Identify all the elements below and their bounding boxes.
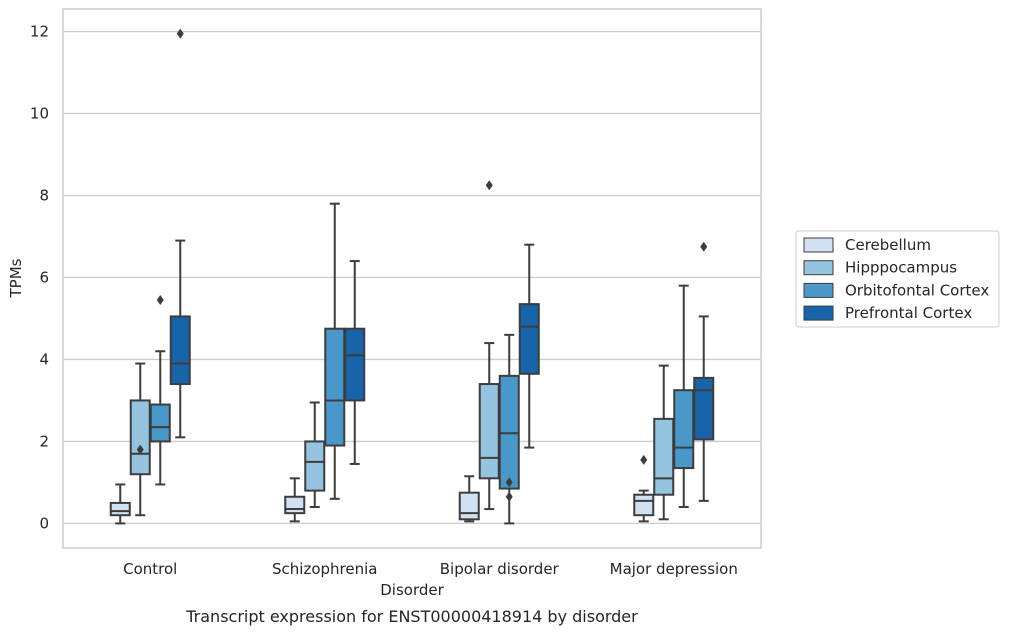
- outlier-point: [485, 180, 493, 191]
- box-body: [284, 495, 306, 515]
- plot-area-frame: [62, 8, 762, 549]
- box-0-1: [284, 477, 306, 523]
- y-tick-label: 8: [39, 186, 49, 204]
- box-body: [653, 417, 675, 496]
- box-0-3: [633, 454, 655, 523]
- y-axis-label: TPMs: [7, 258, 25, 298]
- x-tick-label: Major depression: [610, 560, 738, 578]
- box-1-2: [478, 180, 500, 511]
- box-body: [129, 399, 151, 476]
- box-body: [344, 327, 366, 402]
- y-tick-label: 2: [39, 432, 49, 450]
- outlier-point: [700, 241, 708, 252]
- box-body: [518, 303, 540, 375]
- box-1-0: [129, 362, 151, 517]
- legend-swatch: [803, 237, 834, 253]
- legend-swatch: [803, 305, 834, 321]
- box-3-3: [693, 241, 715, 502]
- box-body: [478, 383, 500, 480]
- legend-label: Hipppocampus: [845, 259, 957, 277]
- box-2-1: [324, 202, 346, 500]
- boxes: [109, 28, 715, 525]
- box-body: [498, 374, 520, 490]
- legend-swatch: [803, 260, 834, 276]
- x-tick-label: Schizophrenia: [272, 560, 377, 578]
- box-body: [458, 491, 480, 521]
- x-tick-label: Bipolar disorder: [440, 560, 560, 578]
- box-body: [109, 501, 131, 517]
- box-body: [304, 440, 326, 492]
- box-body: [324, 327, 346, 447]
- x-tick-label: Control: [123, 560, 177, 578]
- outlier-point: [156, 295, 164, 306]
- box-0-0: [109, 483, 131, 525]
- box-body: [673, 389, 695, 470]
- x-axis-label: Disorder: [380, 581, 444, 599]
- box-body: [169, 315, 191, 386]
- box-body: [633, 493, 655, 517]
- box-3-0: [169, 28, 191, 439]
- box-0-2: [458, 475, 480, 523]
- chart-caption: Transcript expression for ENST0000041891…: [185, 607, 638, 626]
- box-body: [149, 403, 171, 443]
- legend-label: Cerebellum: [845, 236, 931, 254]
- legend-label: Prefrontal Cortex: [845, 304, 972, 322]
- box-1-1: [304, 401, 326, 509]
- y-tick-label: 10: [30, 105, 49, 123]
- box-3-2: [518, 243, 540, 449]
- y-tick-label: 12: [30, 23, 49, 41]
- y-tick-label: 0: [39, 514, 49, 532]
- outlier-point: [505, 491, 513, 502]
- outlier-point: [505, 477, 513, 488]
- box-2-2: [498, 333, 520, 525]
- box-3-1: [344, 260, 366, 465]
- outlier-point: [136, 444, 144, 455]
- box-2-3: [673, 284, 695, 509]
- y-axis-ticks: 0 2 4 6 8 10 12: [30, 23, 49, 533]
- legend-label: Orbitofontal Cortex: [845, 281, 989, 299]
- outlier-point: [176, 28, 184, 39]
- legend-swatch: [803, 282, 834, 298]
- box-1-3: [653, 364, 675, 521]
- x-axis-ticks: Control Schizophrenia Bipolar disorder Majo…: [123, 560, 738, 578]
- y-tick-label: 4: [39, 350, 49, 368]
- outlier-point: [640, 454, 648, 465]
- box-2-0: [149, 295, 171, 486]
- legend: Cerebellum Hipppocampus Orbitofontal Corte…: [795, 230, 1000, 328]
- legend-frame: [795, 230, 1000, 328]
- box-body: [693, 376, 715, 441]
- y-tick-label: 6: [39, 268, 49, 286]
